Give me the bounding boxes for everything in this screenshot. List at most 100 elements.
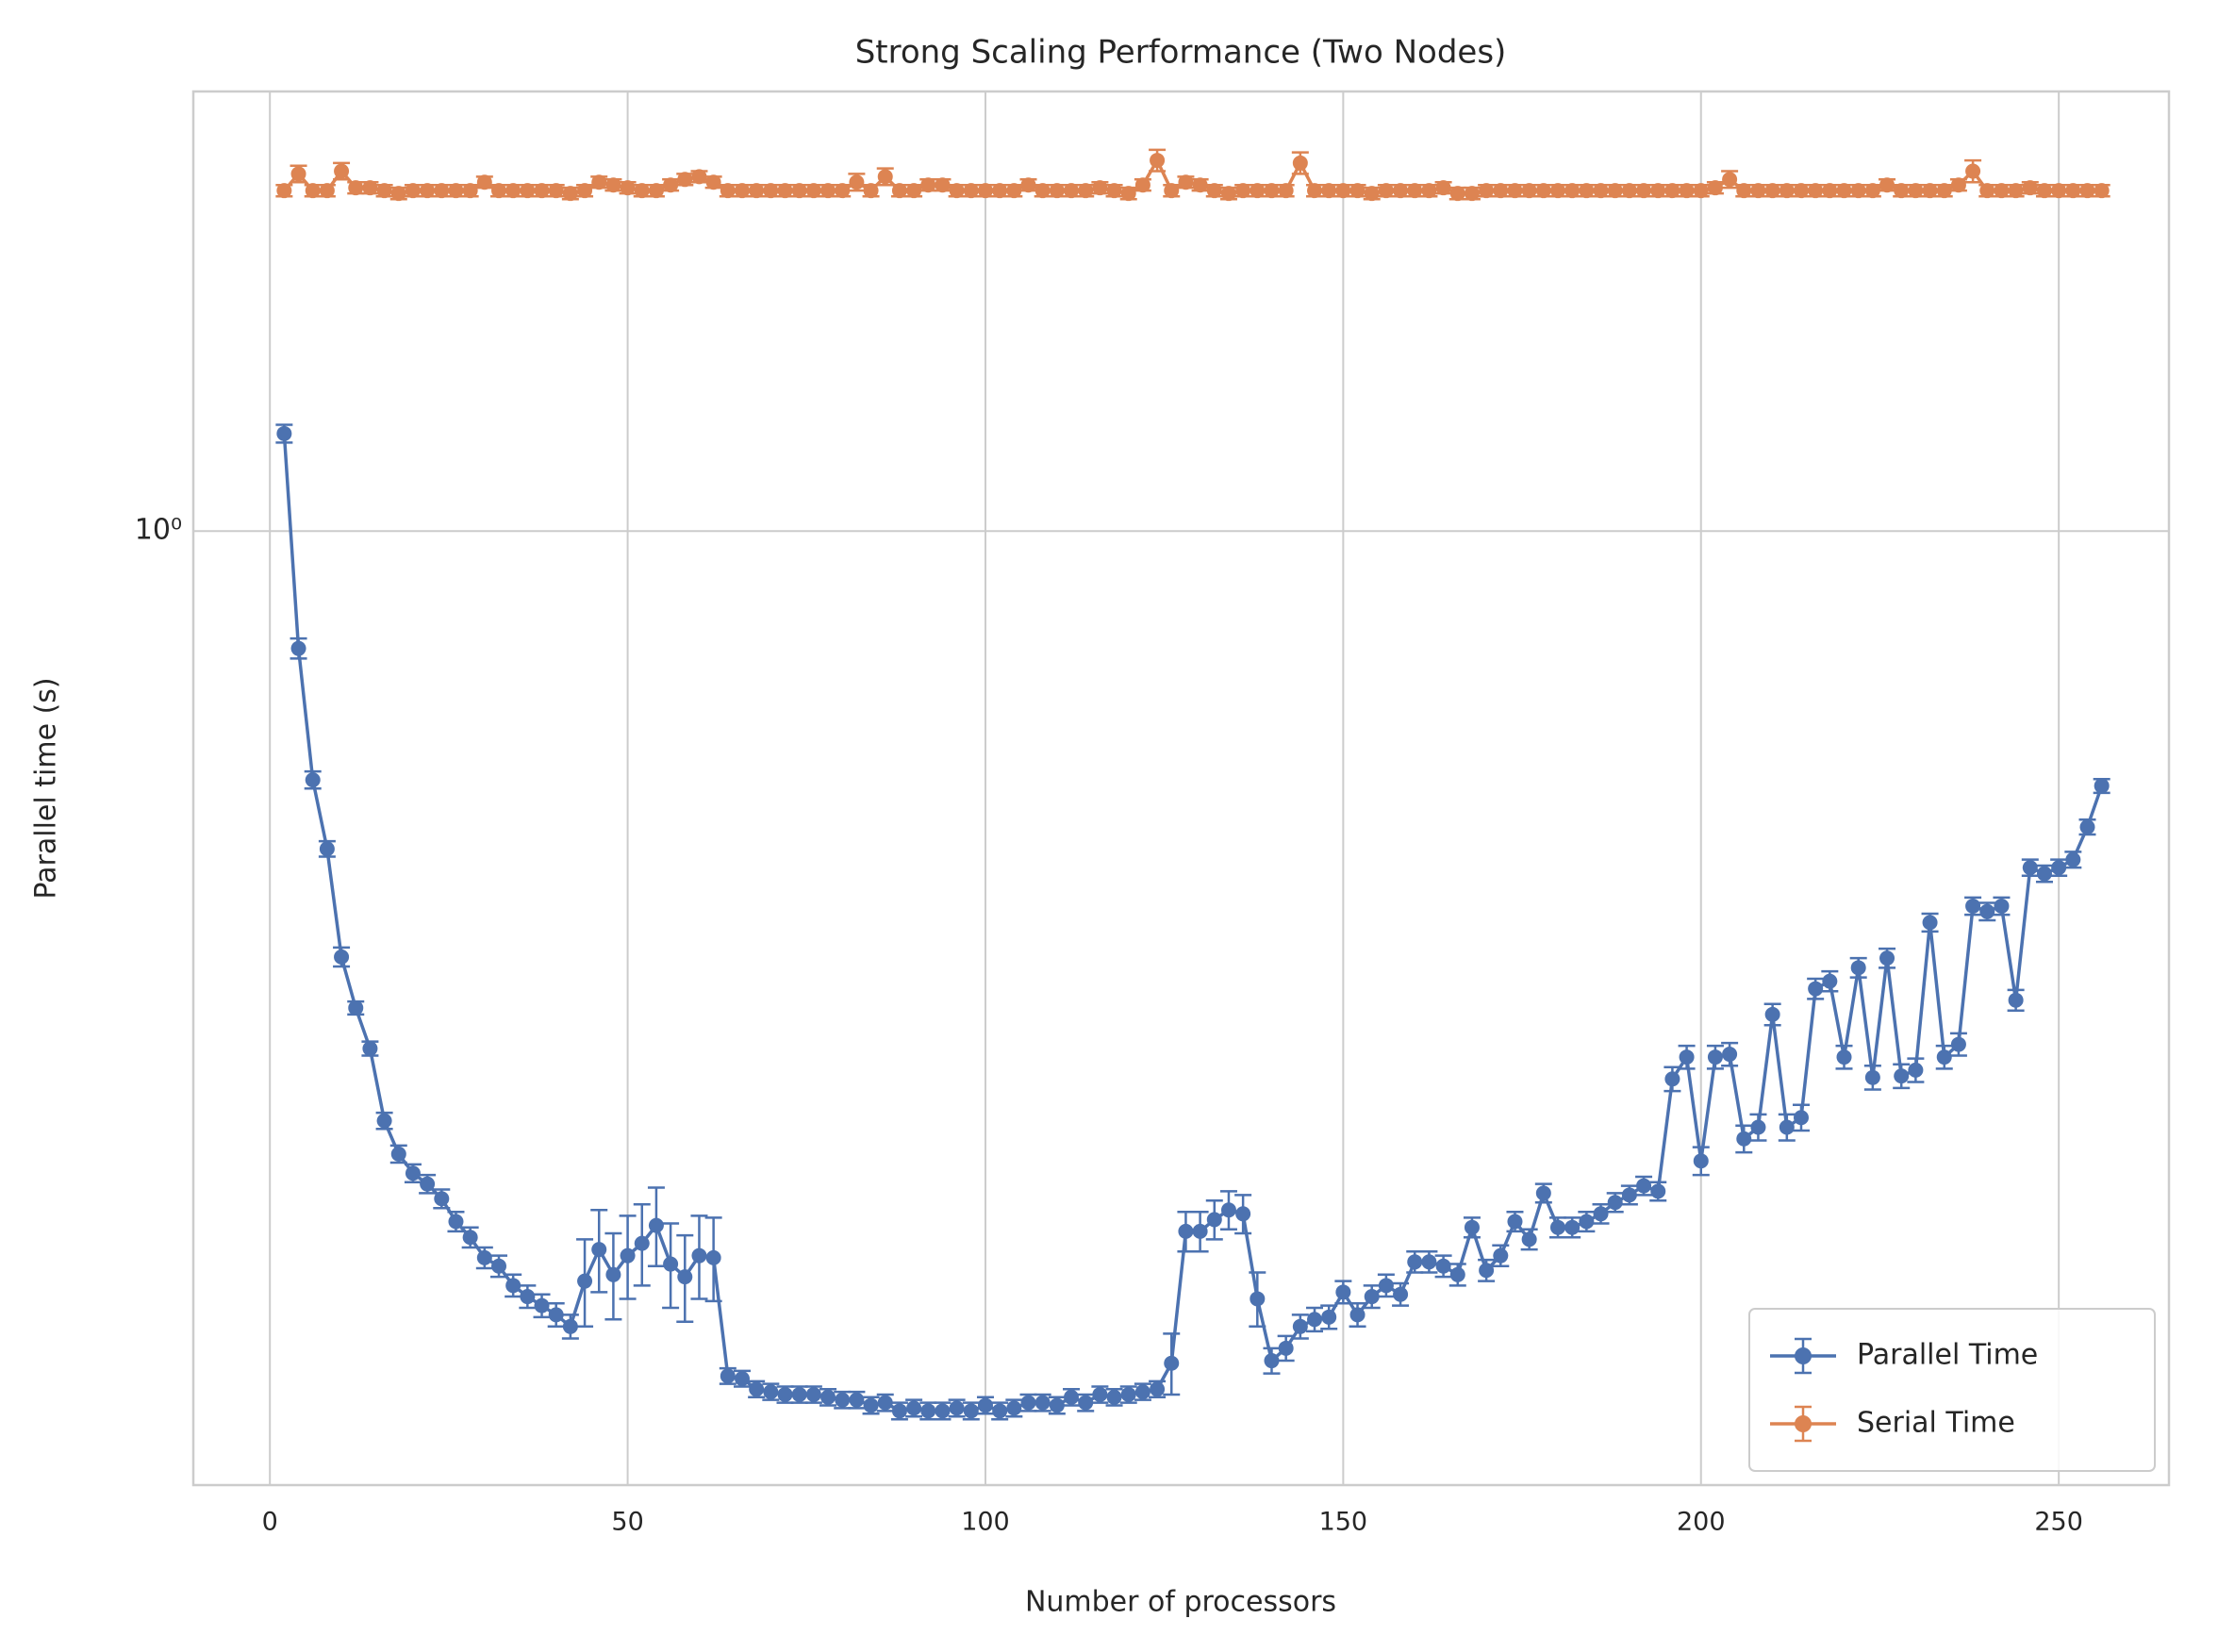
data-point	[1393, 1286, 1409, 1302]
data-point	[2051, 183, 2067, 199]
data-point	[648, 183, 664, 199]
data-point	[1092, 1386, 1108, 1402]
data-point	[1722, 1047, 1738, 1063]
data-point	[1650, 183, 1666, 199]
data-point	[1307, 1312, 1323, 1328]
plot-frame	[191, 90, 2171, 1487]
data-point	[849, 174, 865, 190]
data-point	[1779, 1119, 1795, 1135]
data-point	[1779, 183, 1795, 199]
data-point	[1521, 183, 1537, 199]
data-point	[605, 177, 621, 193]
data-point	[949, 183, 965, 199]
data-point	[977, 183, 993, 199]
legend-label: Parallel Time	[1857, 1339, 2038, 1372]
data-point	[1292, 1318, 1308, 1334]
series-line	[282, 433, 2104, 1413]
data-point	[1879, 950, 1895, 966]
legend-label: Serial Time	[1857, 1407, 2015, 1440]
data-point	[591, 174, 607, 190]
data-point	[1507, 1214, 1523, 1230]
data-point	[749, 1381, 765, 1397]
data-point	[1321, 1309, 1337, 1325]
data-point	[1936, 1049, 1952, 1066]
data-point	[605, 1266, 621, 1282]
data-point	[1507, 183, 1523, 199]
legend-marker	[1795, 1415, 1812, 1432]
data-point	[863, 183, 879, 199]
data-point	[2079, 819, 2095, 835]
data-point	[420, 1176, 436, 1192]
data-point	[720, 183, 736, 199]
data-point	[1908, 1062, 1924, 1078]
data-point	[1693, 1153, 1709, 1169]
chart-title: Strong Scaling Performance (Two Nodes)	[855, 34, 1507, 72]
data-point	[977, 1397, 993, 1413]
data-point	[648, 1217, 664, 1233]
data-point	[534, 1297, 550, 1313]
data-point	[1535, 183, 1551, 199]
data-point	[949, 1400, 965, 1416]
data-point	[334, 949, 350, 965]
data-point	[906, 1400, 922, 1416]
data-point	[548, 183, 564, 199]
x-axis-label: Number of processors	[1025, 1586, 1336, 1619]
data-point	[505, 183, 521, 199]
data-point	[2094, 183, 2110, 199]
data-point	[1879, 177, 1895, 193]
data-point	[577, 1273, 593, 1289]
x-tick-label: 150	[1319, 1508, 1368, 1537]
data-point	[1564, 1219, 1581, 1235]
data-point	[634, 1235, 650, 1251]
data-point	[1349, 183, 1366, 199]
data-point	[290, 640, 306, 656]
legend-marker	[1795, 1347, 1812, 1364]
data-point	[1479, 183, 1495, 199]
data-point	[1064, 1389, 1080, 1405]
data-point	[1378, 183, 1394, 199]
legend-box	[1748, 1308, 2156, 1472]
data-point	[1549, 183, 1565, 199]
data-point	[476, 1249, 492, 1265]
y-axis-label: Parallel time (s)	[30, 677, 63, 899]
data-point	[1493, 1247, 1509, 1264]
data-point	[2008, 183, 2024, 199]
data-point	[405, 183, 421, 199]
data-point	[2036, 866, 2052, 882]
data-point	[791, 1386, 807, 1402]
data-point	[1836, 1049, 1852, 1066]
data-point	[1636, 183, 1652, 199]
data-point	[1850, 183, 1866, 199]
data-point	[491, 183, 507, 199]
data-point	[1292, 155, 1308, 171]
data-point	[1020, 177, 1036, 193]
data-point	[348, 999, 364, 1016]
data-point	[390, 1146, 406, 1162]
data-point	[1922, 915, 1938, 931]
data-point	[1850, 960, 1866, 976]
data-point	[992, 1403, 1008, 1419]
data-point	[1621, 183, 1637, 199]
data-point	[1206, 1212, 1222, 1228]
data-point	[1621, 1187, 1637, 1203]
data-point	[276, 183, 292, 199]
data-point	[1464, 1219, 1480, 1235]
data-point	[1479, 1263, 1495, 1279]
data-point	[2065, 851, 2081, 867]
data-point	[1908, 183, 1924, 199]
data-point	[677, 172, 693, 188]
data-point	[1206, 183, 1222, 199]
data-point	[791, 183, 807, 199]
data-point	[863, 1397, 879, 1413]
data-point	[577, 183, 593, 199]
data-point	[1192, 177, 1208, 193]
x-tick-label: 0	[262, 1508, 278, 1537]
data-point	[1607, 1195, 1623, 1211]
data-point	[1707, 180, 1723, 196]
data-point	[1894, 183, 1910, 199]
data-point	[562, 186, 578, 202]
data-point	[1493, 183, 1509, 199]
data-point	[334, 163, 350, 179]
data-point	[805, 183, 821, 199]
